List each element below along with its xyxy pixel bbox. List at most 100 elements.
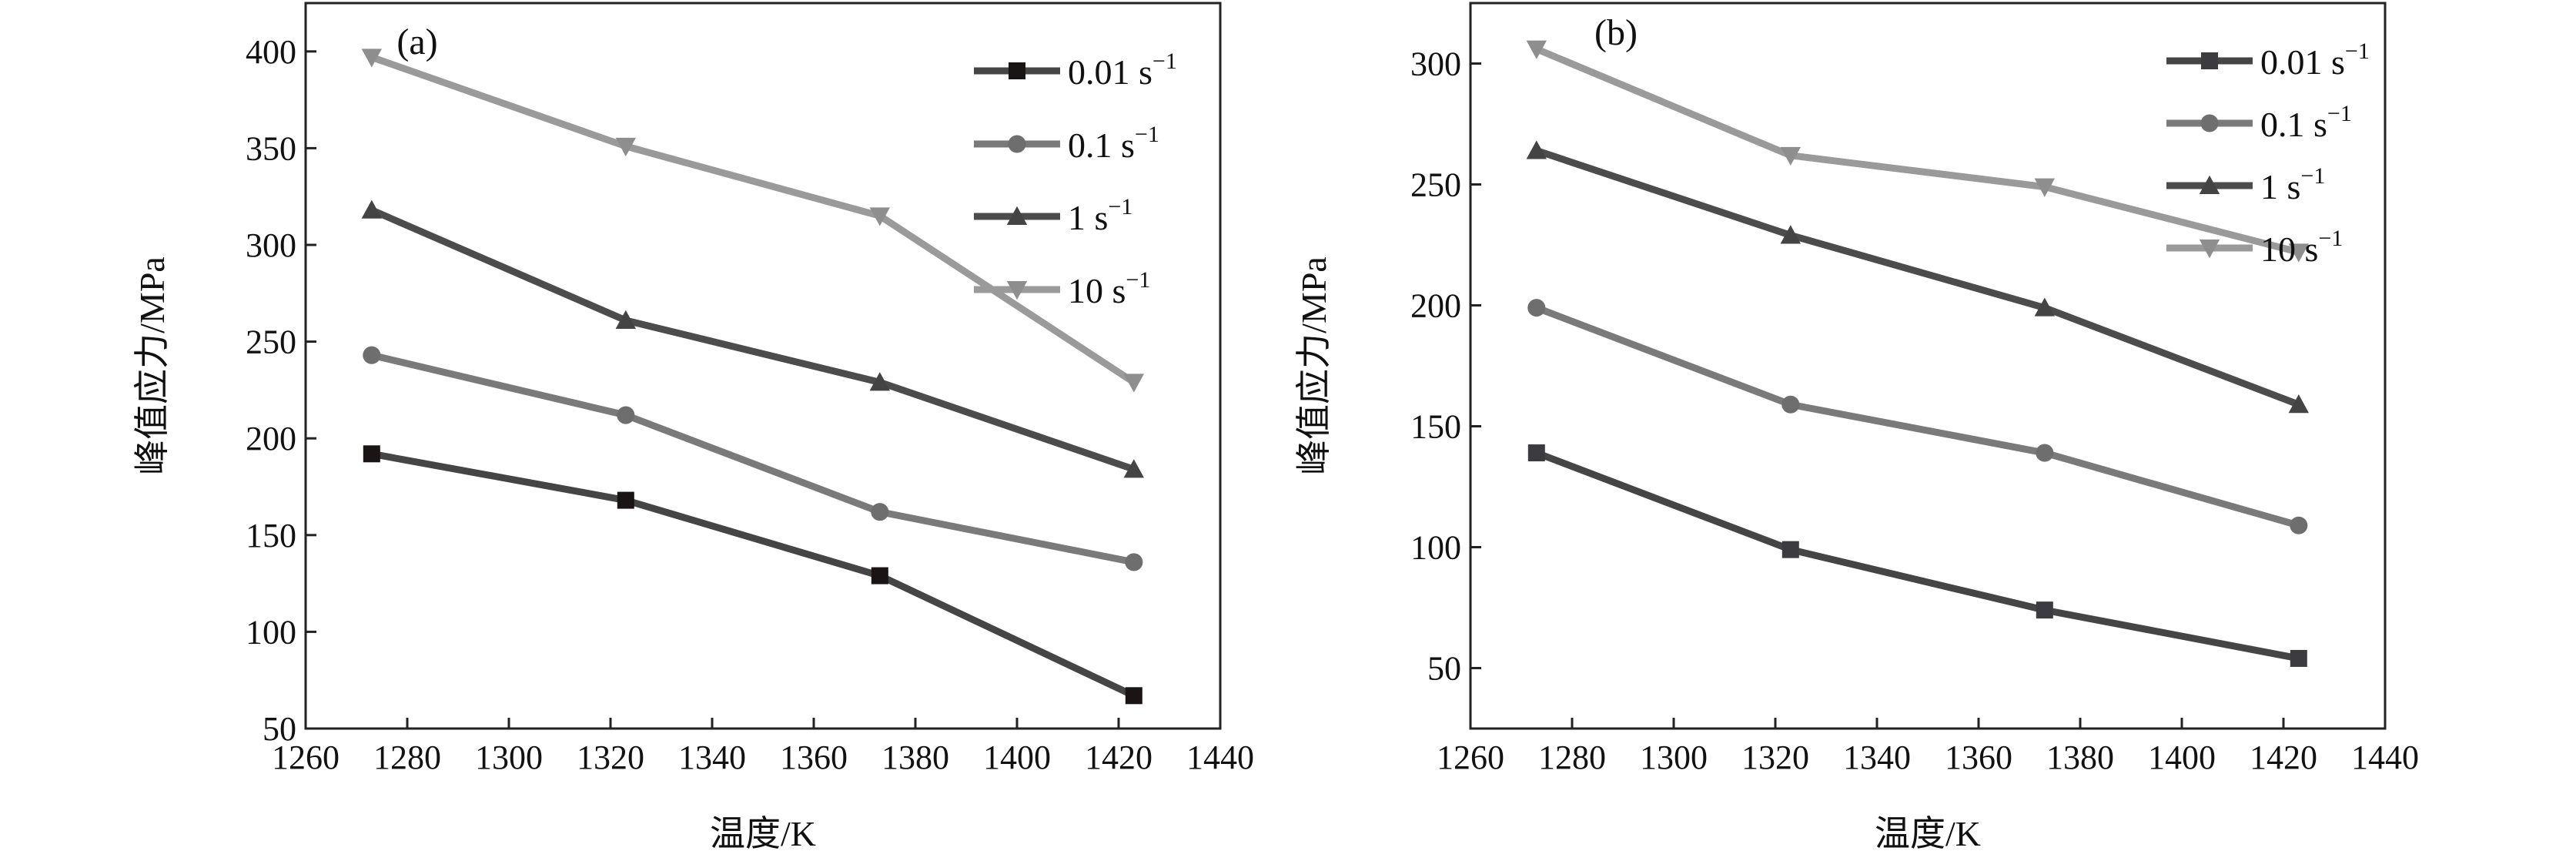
x-tick-label: 1300: [475, 739, 543, 776]
legend-label-text: 1 s: [1068, 198, 1108, 237]
data-point: [2288, 394, 2309, 414]
legend-label: 0.01 s−1: [1068, 49, 1177, 92]
x-tick-label: 1280: [373, 739, 441, 776]
data-point: [1781, 395, 1800, 414]
data-point: [2034, 178, 2055, 197]
series-0: 0.01 s−1: [363, 49, 1177, 705]
x-tick-label: 1320: [577, 739, 644, 776]
data-point: [361, 49, 382, 68]
data-point: [363, 445, 380, 463]
data-point: [1781, 541, 1799, 558]
x-tick-label: 1380: [882, 739, 949, 776]
legend-label-text: 0.1 s: [1068, 126, 1135, 165]
data-point: [871, 503, 889, 521]
series-line: [1535, 304, 2300, 529]
series-line: [1535, 449, 2300, 662]
series-2: 1 s−1: [361, 194, 1144, 478]
series-line: [1535, 147, 2300, 408]
data-point: [2288, 243, 2309, 263]
legend-label: 10 s−1: [1068, 267, 1150, 310]
series-3: 10 s−1: [361, 49, 1150, 393]
series-line: [370, 351, 1135, 566]
x-tick-label: 1300: [1640, 739, 1708, 776]
x-axis-label: 温度/K: [710, 814, 816, 853]
data-point: [1527, 444, 1545, 462]
legend-marker: [1008, 135, 1026, 153]
panel-label: (a): [396, 22, 437, 62]
data-point: [871, 567, 888, 585]
data-point: [617, 491, 634, 509]
x-tick-label: 1420: [2250, 739, 2317, 776]
legend-label-superscript: −1: [2327, 101, 2352, 126]
x-tick-label: 1400: [983, 739, 1051, 776]
data-point: [1123, 374, 1144, 393]
plot-frame: [1469, 2, 2387, 730]
data-point: [2036, 444, 2054, 462]
data-point: [363, 346, 381, 364]
series-0: 0.01 s−1: [1527, 39, 2370, 667]
y-tick-label: 200: [1410, 287, 1461, 325]
legend-label-text: 10 s: [1068, 271, 1126, 310]
data-point: [361, 199, 382, 219]
series-1: 0.1 s−1: [363, 122, 1159, 571]
legend-label-superscript: −1: [2318, 226, 2343, 251]
legend-marker: [2199, 240, 2220, 259]
series-1: 0.1 s−1: [1527, 101, 2352, 534]
y-tick-label: 50: [263, 710, 296, 748]
legend-label-superscript: −1: [1126, 267, 1150, 293]
y-axis-label: 峰值应力/MPa: [132, 256, 172, 475]
legend-marker: [1006, 206, 1028, 225]
series-line: [370, 206, 1136, 473]
y-tick-label: 200: [246, 420, 296, 457]
legend-label-text: 0.1 s: [2260, 105, 2327, 144]
data-point: [2290, 516, 2308, 534]
legend-label-superscript: −1: [2300, 163, 2325, 189]
legend-label-text: 1 s: [2260, 167, 2300, 206]
x-tick-label: 1320: [1741, 739, 1809, 776]
series-line: [1535, 45, 2300, 256]
y-tick-label: 300: [1410, 45, 1461, 83]
plot-frame: [304, 2, 1222, 730]
legend-label: 0.1 s−1: [2260, 101, 2352, 144]
series-3: 10 s−1: [1526, 40, 2343, 269]
y-tick-label: 300: [246, 226, 296, 264]
legend-label-superscript: −1: [2345, 39, 2370, 64]
data-point: [2290, 649, 2307, 667]
legend-label: 0.01 s−1: [2260, 39, 2370, 82]
x-tick-label: 1260: [1437, 739, 1504, 776]
x-tick-label: 1260: [272, 739, 340, 776]
data-point: [1526, 40, 1547, 59]
data-point: [1780, 225, 1801, 244]
legend-label-superscript: −1: [1108, 194, 1132, 219]
data-point: [615, 310, 636, 329]
y-tick-label: 400: [246, 33, 296, 71]
legend-label: 1 s−1: [2260, 163, 2325, 206]
legend-label-text: 0.01 s: [2260, 42, 2345, 82]
data-point: [869, 372, 890, 391]
y-axis-label: 峰值应力/MPa: [1294, 256, 1333, 475]
x-axis-label: 温度/K: [1875, 814, 1981, 853]
x-tick-label: 1340: [678, 739, 746, 776]
y-tick-label: 150: [1410, 408, 1461, 446]
data-point: [1527, 299, 1546, 317]
legend-label-superscript: −1: [1135, 122, 1159, 147]
data-point: [1125, 553, 1143, 571]
x-tick-label: 1360: [1945, 739, 2012, 776]
x-tick-label: 1440: [2351, 739, 2419, 776]
data-point: [2036, 601, 2053, 619]
data-point: [1123, 459, 1144, 478]
legend-marker: [2199, 175, 2220, 194]
data-point: [1526, 140, 1547, 159]
legend-marker: [2201, 52, 2218, 69]
y-tick-label: 250: [246, 323, 296, 361]
chart-panel-1: 1260 1280 1300 1320 1340 1360 1380 1400 1420 1440…: [1294, 2, 2419, 853]
legend-label: 10 s−1: [2260, 226, 2343, 269]
x-tick-label: 1400: [2148, 739, 2216, 776]
data-point: [869, 207, 890, 226]
series-line: [370, 450, 1136, 699]
y-tick-label: 50: [1427, 650, 1461, 688]
data-point: [1780, 146, 1801, 166]
x-tick-label: 1340: [1843, 739, 1911, 776]
legend-marker: [1006, 281, 1028, 300]
